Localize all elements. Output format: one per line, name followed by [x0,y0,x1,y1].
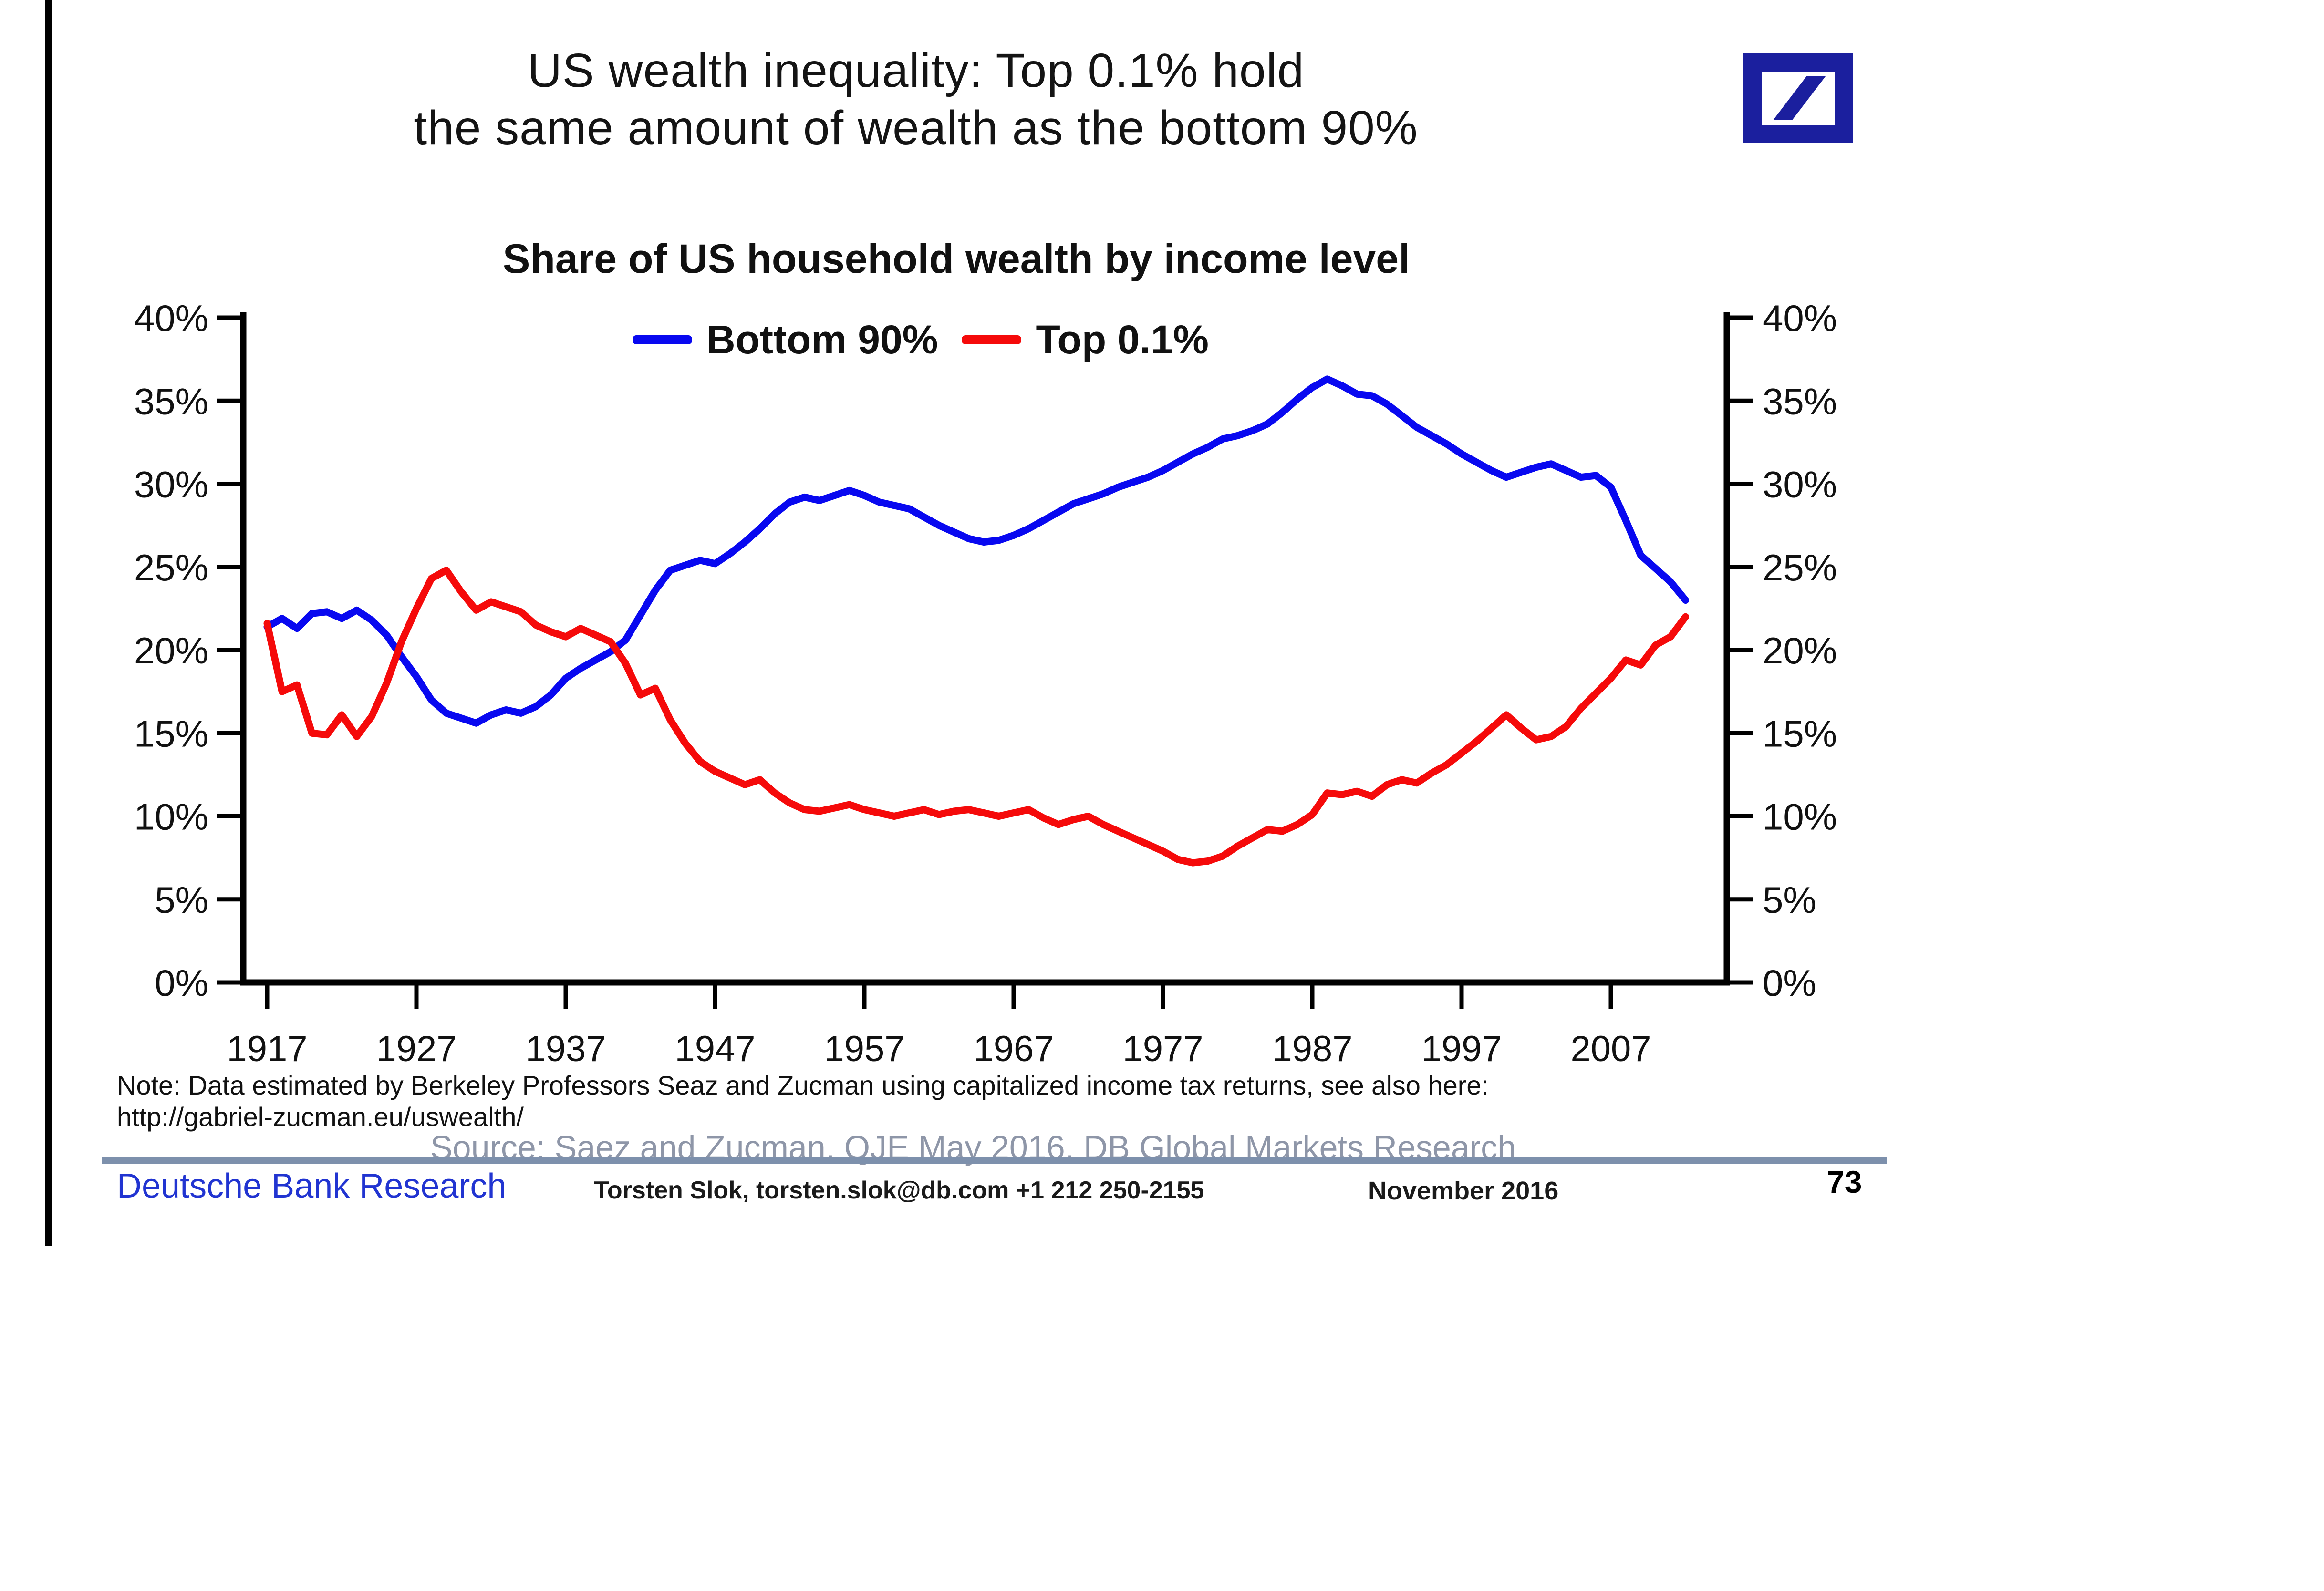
legend-swatch-blue-icon [633,335,693,344]
y-tick-label-right: 25% [1763,547,1837,589]
chart-title: Share of US household wealth by income l… [503,236,1410,282]
x-tick-label: 1977 [1122,1029,1203,1069]
chart-legend: Bottom 90% Top 0.1% [0,317,1841,363]
y-tick-label-left: 10% [134,796,208,838]
footer-divider [102,1157,1887,1164]
legend-item-top-0-1: Top 0.1% [962,317,1209,363]
x-tick-label: 1967 [973,1029,1054,1069]
y-tick-label-right: 35% [1763,380,1837,422]
page-number: 73 [1827,1164,1862,1199]
legend-label: Bottom 90% [706,317,938,362]
footer-contact: Torsten Slok, torsten.slok@db.com +1 212… [594,1177,1204,1204]
y-tick-label-left: 35% [134,380,208,422]
x-tick-label: 1917 [227,1029,307,1069]
x-tick-label: 2007 [1570,1029,1651,1069]
y-tick-label-left: 20% [134,630,208,672]
y-tick-label-right: 0% [1763,962,1816,1004]
legend-swatch-red-icon [962,335,1022,344]
footer-brand: Deutsche Bank Research [117,1167,507,1205]
y-tick-label-right: 30% [1763,464,1837,506]
page-title: US wealth inequality: Top 0.1% hold the … [414,44,1418,155]
legend-item-bottom-90: Bottom 90% [633,317,938,363]
y-tick-label-left: 5% [155,879,208,921]
legend-label: Top 0.1% [1036,317,1209,362]
y-tick-label-left: 15% [134,713,208,754]
x-tick-label: 1937 [525,1029,606,1069]
y-tick-label-right: 15% [1763,713,1837,754]
y-tick-label-left: 25% [134,547,208,589]
y-tick-label-right: 20% [1763,630,1837,672]
footnote: Note: Data estimated by Berkeley Profess… [117,1070,1489,1132]
x-tick-label: 1957 [824,1029,904,1069]
wealth-share-line-chart: 0% 0% 5% 5% 10% 10% 15% 15% 20% 20% 25% 25% 30% 30% 35… [134,297,1837,1069]
x-tick-label: 1927 [376,1029,456,1069]
y-tick-label-right: 5% [1763,879,1816,921]
deutsche-bank-logo-icon [1743,53,1853,143]
series-line-top-0-1- [263,567,1689,867]
y-tick-label-right: 10% [1763,796,1837,838]
x-tick-label: 1997 [1421,1029,1502,1069]
series-line-bottom-90- [263,375,1689,727]
y-tick-label-left: 0% [155,962,208,1004]
y-tick-label-left: 30% [134,464,208,506]
footer-date: November 2016 [1368,1177,1559,1205]
x-tick-label: 1947 [674,1029,755,1069]
y-tick-label-right: 40% [1763,297,1837,339]
y-tick-label-left: 40% [134,297,208,339]
left-margin-rule [45,0,52,1246]
x-tick-label: 1987 [1272,1029,1352,1069]
